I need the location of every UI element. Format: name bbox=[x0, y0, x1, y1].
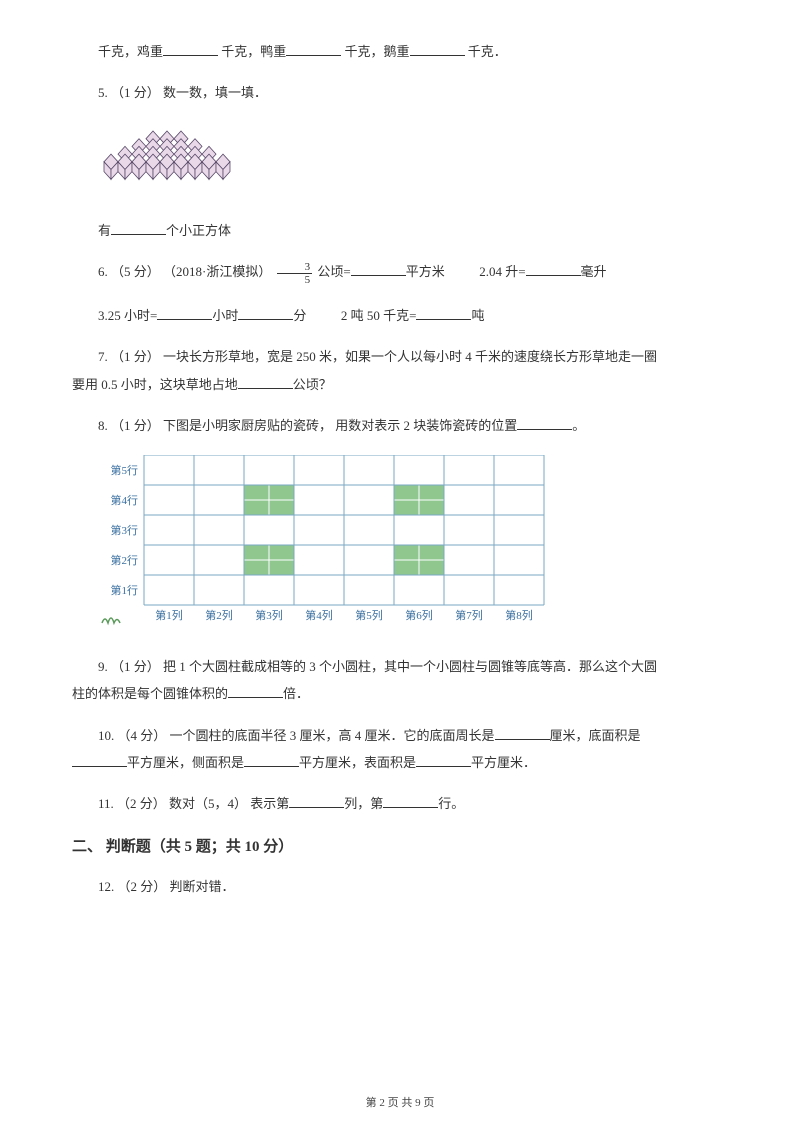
text: 10. （4 分） 一个圆柱的底面半径 3 厘米，高 4 厘米．它的底面周长是 bbox=[98, 728, 495, 743]
blank[interactable] bbox=[351, 260, 406, 276]
denominator: 5 bbox=[277, 274, 313, 286]
q12-line1: 12. （2 分） 判断对错． bbox=[72, 875, 728, 898]
svg-text:第4列: 第4列 bbox=[305, 608, 333, 622]
svg-text:第8列: 第8列 bbox=[505, 608, 533, 622]
svg-text:第3行: 第3行 bbox=[111, 523, 139, 537]
blank[interactable] bbox=[526, 260, 581, 276]
q9-line1: 9. （1 分） 把 1 个大圆柱截成相等的 3 个小圆柱，其中一个小圆柱与圆锥… bbox=[72, 655, 728, 678]
blank[interactable] bbox=[111, 219, 166, 235]
blank[interactable] bbox=[72, 751, 127, 767]
blank[interactable] bbox=[228, 682, 283, 698]
svg-text:第7列: 第7列 bbox=[455, 608, 483, 622]
svg-text:第5列: 第5列 bbox=[355, 608, 383, 622]
text: 千克，鸡重 bbox=[98, 44, 163, 59]
svg-text:第5行: 第5行 bbox=[111, 463, 139, 477]
blank[interactable] bbox=[238, 304, 293, 320]
text: 行。 bbox=[438, 796, 464, 811]
blank[interactable] bbox=[517, 414, 572, 430]
text: 列，第 bbox=[344, 796, 383, 811]
blank[interactable] bbox=[238, 373, 293, 389]
q6-line1: 6. （5 分） （2018·浙江模拟） 3 5 公顷= 平方米 2.04 升= 毫… bbox=[72, 260, 728, 286]
text: 公顷= bbox=[317, 264, 350, 279]
blank[interactable] bbox=[244, 751, 299, 767]
text: 12. （2 分） 判断对错． bbox=[98, 879, 235, 894]
text: 5. （1 分） 数一数，填一填． bbox=[98, 85, 267, 100]
text: 个小正方体 bbox=[166, 223, 231, 238]
tile-grid: 第5行第4行第3行第2行第1行第1列 第2列 第3列 第4列 第5列 第6列 第7列 第8列 bbox=[98, 455, 728, 636]
blank[interactable] bbox=[289, 792, 344, 808]
svg-text:第2列: 第2列 bbox=[205, 608, 233, 622]
q5-line2: 有 个小正方体 bbox=[72, 219, 728, 242]
blank[interactable] bbox=[416, 751, 471, 767]
q4-tail: 千克，鸡重 千克，鸭重 千克，鹅重 千克． bbox=[72, 40, 728, 63]
svg-text:第2行: 第2行 bbox=[111, 553, 139, 567]
section-2-title: 二、 判断题（共 5 题；共 10 分） bbox=[72, 834, 728, 861]
text: 千克，鸭重 bbox=[221, 44, 286, 59]
svg-text:第6列: 第6列 bbox=[405, 608, 433, 622]
q10-line2: 平方厘米，侧面积是 平方厘米，表面积是 平方厘米． bbox=[72, 751, 728, 774]
text: 2.04 升= bbox=[479, 264, 525, 279]
blank[interactable] bbox=[157, 304, 212, 320]
text: 分 bbox=[293, 308, 306, 323]
text: 柱的体积是每个圆锥体积的 bbox=[72, 686, 228, 701]
blank[interactable] bbox=[286, 40, 341, 56]
svg-text:第1行: 第1行 bbox=[111, 583, 139, 597]
q7-line1: 7. （1 分） 一块长方形草地，宽是 250 米，如果一个人以每小时 4 千米… bbox=[72, 345, 728, 368]
grid-svg: 第5行第4行第3行第2行第1行第1列 第2列 第3列 第4列 第5列 第6列 第7列 第8列 bbox=[98, 455, 548, 629]
text: 吨 bbox=[471, 308, 484, 323]
text: 二、 判断题（共 5 题；共 10 分） bbox=[72, 839, 293, 855]
svg-text:第3列: 第3列 bbox=[255, 608, 283, 622]
text: 厘米，底面积是 bbox=[550, 728, 641, 743]
q11-line1: 11. （2 分） 数对（5，4） 表示第 列，第 行。 bbox=[72, 792, 728, 815]
text: 6. （5 分） （2018·浙江模拟） bbox=[98, 264, 271, 279]
svg-text:第4行: 第4行 bbox=[111, 493, 139, 507]
q8-line1: 8. （1 分） 下图是小明家厨房贴的瓷砖， 用数对表示 2 块装饰瓷砖的位置 。 bbox=[72, 414, 728, 437]
text: 。 bbox=[572, 418, 585, 433]
text: 平方厘米． bbox=[471, 755, 536, 770]
text: 平方厘米，表面积是 bbox=[299, 755, 416, 770]
text: 公顷？ bbox=[293, 377, 332, 392]
text: 3.25 小时= bbox=[98, 308, 157, 323]
text: 千克，鹅重 bbox=[345, 44, 410, 59]
text: 11. （2 分） 数对（5，4） 表示第 bbox=[98, 796, 289, 811]
text: 平方米 bbox=[406, 264, 445, 279]
svg-text:第1列: 第1列 bbox=[155, 608, 183, 622]
cubes-svg bbox=[98, 123, 240, 201]
blank[interactable] bbox=[416, 304, 471, 320]
text: 千克． bbox=[468, 44, 507, 59]
blank[interactable] bbox=[383, 792, 438, 808]
q7-line2: 要用 0.5 小时，这块草地占地 公顷？ bbox=[72, 373, 728, 396]
cubes-figure bbox=[98, 123, 728, 201]
text: 毫升 bbox=[581, 264, 607, 279]
blank[interactable] bbox=[410, 40, 465, 56]
text: 要用 0.5 小时，这块草地占地 bbox=[72, 377, 238, 392]
text: 8. （1 分） 下图是小明家厨房贴的瓷砖， 用数对表示 2 块装饰瓷砖的位置 bbox=[98, 418, 517, 433]
text: 有 bbox=[98, 223, 111, 238]
text: 倍． bbox=[283, 686, 309, 701]
text: 小时 bbox=[212, 308, 238, 323]
blank[interactable] bbox=[163, 40, 218, 56]
text: 平方厘米，侧面积是 bbox=[127, 755, 244, 770]
page-footer: 第 2 页 共 9 页 bbox=[0, 1094, 800, 1114]
footer-text: 第 2 页 共 9 页 bbox=[366, 1097, 435, 1109]
text: 7. （1 分） 一块长方形草地，宽是 250 米，如果一个人以每小时 4 千米… bbox=[98, 349, 657, 364]
q10-line1: 10. （4 分） 一个圆柱的底面半径 3 厘米，高 4 厘米．它的底面周长是 厘… bbox=[72, 724, 728, 747]
numerator: 3 bbox=[277, 261, 313, 274]
q5-line1: 5. （1 分） 数一数，填一填． bbox=[72, 81, 728, 104]
fraction: 3 5 bbox=[277, 261, 313, 286]
blank[interactable] bbox=[495, 724, 550, 740]
q6-line2: 3.25 小时= 小时 分 2 吨 50 千克= 吨 bbox=[72, 304, 728, 327]
q9-line2: 柱的体积是每个圆锥体积的 倍． bbox=[72, 682, 728, 705]
text: 9. （1 分） 把 1 个大圆柱截成相等的 3 个小圆柱，其中一个小圆柱与圆锥… bbox=[98, 659, 657, 674]
text: 2 吨 50 千克= bbox=[341, 308, 417, 323]
